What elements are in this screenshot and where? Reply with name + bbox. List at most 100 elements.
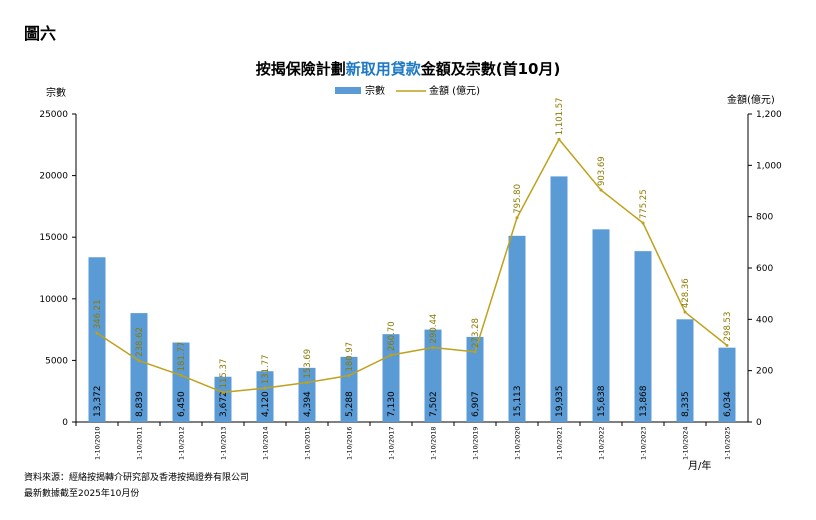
- chart-title-part: 按揭保險計劃: [256, 60, 346, 78]
- chart-title: 按揭保險計劃新取用貸款金額及宗數(首10月): [256, 60, 561, 78]
- line-value-label: 181.77: [177, 342, 187, 372]
- bar-value-label: 6,907: [471, 391, 481, 417]
- data-date-note: 最新數據截至2025年10月份: [24, 489, 140, 499]
- legend-bar-label: 宗數: [365, 84, 385, 97]
- x-tick-label: 1-10/2019: [472, 427, 480, 460]
- y-right-tick-label: 400: [756, 315, 773, 325]
- bar: [424, 329, 442, 422]
- bar: [634, 251, 652, 422]
- bar-value-label: 6,034: [723, 391, 733, 417]
- x-tick-label: 1-10/2023: [640, 427, 648, 460]
- y-left-tick-label: 25000: [39, 110, 68, 120]
- line-value-label: 153.69: [303, 349, 313, 379]
- y-left-tick-label: 5000: [45, 356, 68, 366]
- bar: [214, 376, 232, 422]
- line-point: [683, 310, 687, 314]
- line-point: [431, 345, 435, 349]
- bar: [466, 336, 484, 422]
- bar: [592, 229, 610, 422]
- bar-value-label: 13,372: [93, 386, 103, 418]
- y-axis-left-label: 宗數: [46, 86, 66, 99]
- line-value-label: 260.70: [387, 321, 397, 351]
- bar-value-label: 4,394: [303, 391, 313, 417]
- x-tick-label: 1-10/2010: [94, 427, 102, 460]
- x-tick-label: 1-10/2014: [262, 427, 270, 460]
- line-value-label: 298.53: [723, 312, 733, 342]
- line-value-label: 273.28: [471, 318, 481, 348]
- x-tick-label: 1-10/2017: [388, 427, 396, 460]
- line-point: [137, 359, 141, 363]
- y-axis-right-label: 金額(億元): [727, 93, 775, 106]
- x-axis-label: 月/年: [688, 459, 711, 472]
- x-tick-label: 1-10/2016: [346, 427, 354, 460]
- bar-value-label: 19,935: [555, 386, 565, 418]
- bar-value-label: 6,450: [177, 391, 187, 417]
- line-value-label: 180.97: [345, 342, 355, 372]
- line-value-label: 775.25: [639, 189, 649, 219]
- bar: [718, 347, 736, 422]
- chart-title-part: 新取用貸款: [346, 60, 422, 78]
- y-right-tick-label: 800: [756, 213, 773, 223]
- bar: [550, 176, 568, 422]
- line-point: [221, 390, 225, 394]
- amount-line: [96, 137, 728, 394]
- y-right-tick-label: 1,000: [756, 161, 782, 171]
- bar: [676, 319, 694, 422]
- legend: 宗數 金額 (億元): [335, 84, 480, 97]
- chart-title-part: 金額及宗數(首10月): [420, 60, 561, 78]
- line-point: [305, 381, 309, 385]
- x-tick-label: 1-10/2021: [556, 427, 564, 460]
- bar-value-label: 15,638: [597, 385, 607, 417]
- line-value-label: 115.37: [219, 359, 229, 389]
- y-right-tick-label: 0: [756, 418, 762, 428]
- y-left-tick-label: 20000: [39, 172, 68, 182]
- line-point: [347, 374, 351, 378]
- bar-value-label: 13,868: [639, 385, 649, 417]
- x-tick-label: 1-10/2012: [178, 427, 186, 460]
- y-left-tick-label: 0: [62, 418, 68, 428]
- line-point: [641, 221, 645, 225]
- bar: [256, 371, 274, 422]
- y-right-tick-label: 600: [756, 264, 773, 274]
- line-value-label: 1,101.57: [555, 97, 565, 135]
- line-point: [473, 350, 477, 354]
- y-left-tick-label: 10000: [39, 295, 68, 305]
- line-value-label: 290.44: [429, 314, 439, 344]
- x-tick-label: 1-10/2022: [598, 427, 606, 460]
- x-tick-label: 1-10/2011: [136, 427, 144, 460]
- x-tick-label: 1-10/2020: [514, 427, 522, 460]
- plot-area: 0 5000 10000 15000 20000 25000 0 200 400 600 800 1,…: [39, 97, 782, 460]
- bar-value-label: 5,288: [345, 391, 355, 417]
- line-value-label: 346.21: [93, 299, 103, 329]
- figure-label: 圖六: [24, 24, 57, 43]
- legend-line-label: 金額 (億元): [429, 84, 480, 97]
- bar-value-label: 7,502: [429, 391, 439, 417]
- y-left-tick-label: 15000: [39, 233, 68, 243]
- line-value-label: 428.36: [681, 278, 691, 308]
- line-point: [95, 331, 99, 335]
- bar-value-label: 15,113: [513, 386, 523, 418]
- line-point: [515, 216, 519, 220]
- bar-value-label: 7,130: [387, 391, 397, 417]
- bar-value-label: 4,120: [261, 391, 271, 417]
- bar-value-label: 8,839: [135, 391, 145, 417]
- bar: [88, 257, 106, 422]
- line-value-label: 131.77: [261, 354, 271, 384]
- source-note: 資料來源：經絡按揭轉介研究部及香港按揭證券有限公司: [24, 473, 250, 483]
- line-point: [389, 353, 393, 357]
- bar-value-label: 8,335: [681, 391, 691, 417]
- bar: [508, 235, 526, 422]
- x-tick-label: 1-10/2015: [304, 427, 312, 460]
- x-tick-label: 1-10/2025: [724, 427, 732, 460]
- line-point: [725, 343, 729, 347]
- bar: [382, 334, 400, 422]
- bar: [130, 313, 148, 422]
- y-right-tick-label: 1,200: [756, 110, 782, 120]
- line-point: [263, 386, 267, 390]
- x-tick-label: 1-10/2024: [682, 427, 690, 460]
- line-value-label: 903.69: [597, 156, 607, 186]
- bar: [172, 342, 190, 422]
- line-point: [599, 188, 603, 192]
- legend-bar-swatch: [335, 87, 361, 94]
